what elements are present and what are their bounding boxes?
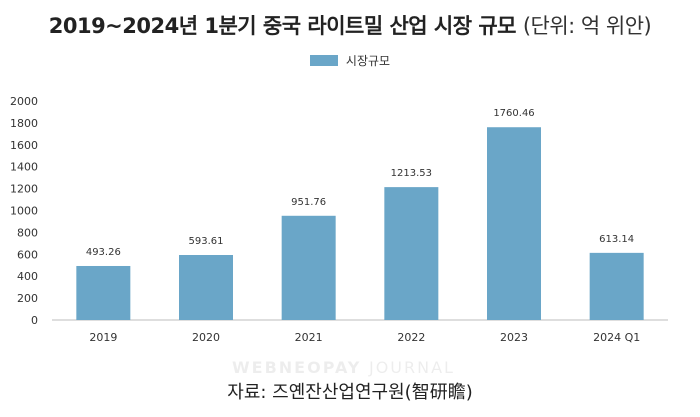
y-tick-label: 1000	[10, 205, 38, 218]
data-label: 493.26	[86, 247, 121, 258]
y-tick-label: 400	[17, 270, 38, 283]
bar	[179, 254, 233, 320]
x-tick-label: 2023	[500, 331, 528, 344]
x-tick-label: 2021	[295, 331, 323, 344]
chart-title: 2019~2024년 1분기 중국 라이트밀 산업 시장 규모 (단위: 억 위…	[0, 10, 700, 40]
source-caption: 자료: 즈옌잔산업연구원(智研瞻)	[227, 382, 473, 403]
y-tick-label: 1800	[10, 117, 38, 130]
legend-swatch	[309, 55, 338, 66]
data-label: 951.76	[291, 197, 326, 208]
x-tick-label: 2022	[397, 331, 425, 344]
data-label: 593.61	[189, 236, 224, 247]
y-tick-label: 1400	[10, 161, 38, 174]
y-tick-label: 1200	[10, 183, 38, 196]
x-tick-label: 2020	[192, 331, 220, 344]
bar	[487, 127, 541, 320]
bar	[76, 265, 131, 320]
watermark-bold: WEBNEOPAY	[232, 358, 362, 377]
y-tick-label: 0	[31, 314, 38, 327]
chart-title-text: 2019~2024년 1분기 중국 라이트밀 산업 시장 규모	[48, 14, 517, 38]
bar	[281, 215, 336, 320]
x-tick-label: 2019	[89, 331, 117, 344]
data-label: 613.14	[599, 234, 634, 245]
y-tick-label: 600	[17, 248, 38, 261]
y-tick-label: 800	[17, 226, 38, 239]
x-tick-label: 2024 Q1	[593, 331, 640, 344]
data-label: 1213.53	[391, 168, 432, 179]
chart-legend: 시장규모	[0, 52, 700, 69]
bar	[384, 187, 439, 320]
y-tick-label: 200	[17, 292, 38, 305]
watermark-light: JOURNAL	[368, 358, 455, 377]
chart-unit-label: (단위: 억 위안)	[522, 14, 652, 38]
data-label: 1760.46	[493, 108, 534, 119]
watermark: WEBNEOPAY JOURNAL	[232, 358, 455, 377]
y-tick-label: 2000	[10, 95, 38, 108]
bar	[589, 252, 644, 320]
legend-label: 시장규모	[345, 54, 391, 68]
y-tick-label: 1600	[10, 139, 38, 152]
